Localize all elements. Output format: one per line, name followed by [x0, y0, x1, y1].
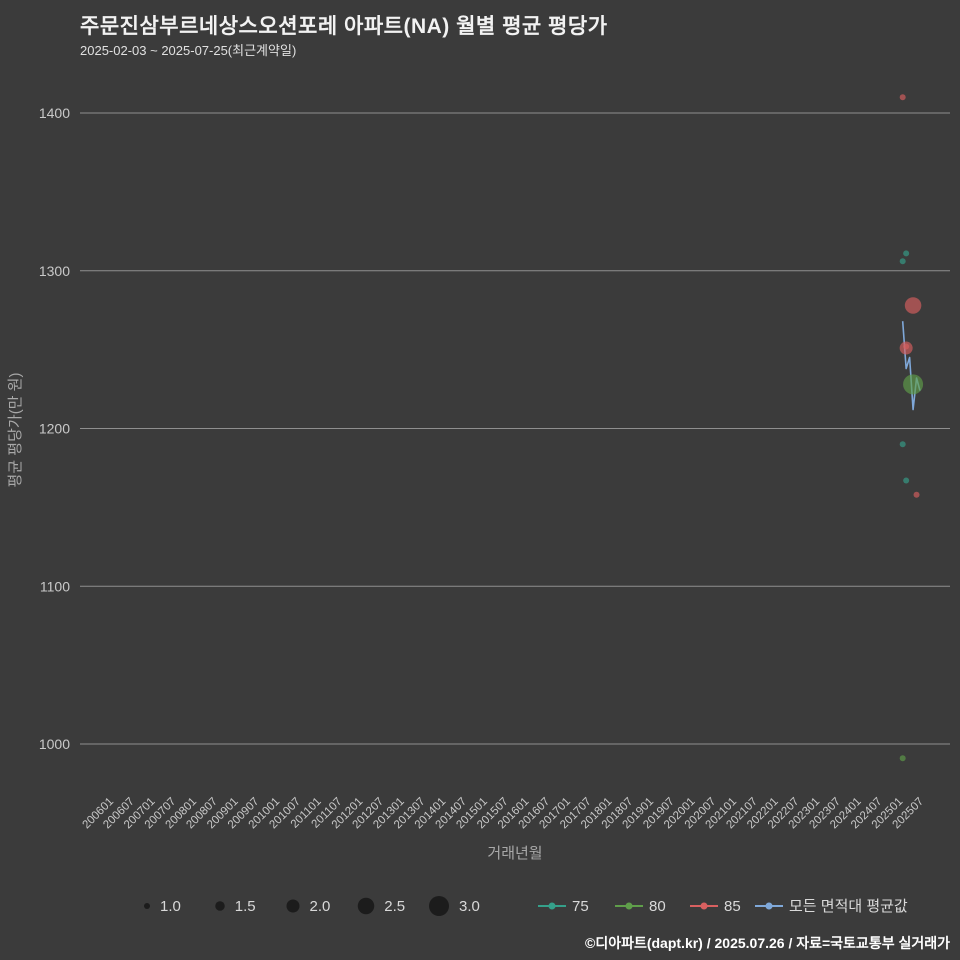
legend-series-dot: [548, 902, 556, 910]
x-axis-title: 거래년월: [487, 845, 542, 862]
data-point-75: [899, 258, 906, 265]
data-point-75: [903, 250, 910, 257]
footer-credit: ©디아파트(dapt.kr) / 2025.07.26 / 자료=국토교통부 실…: [585, 935, 950, 951]
legend-series-label: 85: [724, 898, 741, 915]
page-title: 주문진삼부르네상스오션포레 아파트(NA) 월별 평균 평당가: [80, 15, 608, 38]
legend-size-label: 3.0: [459, 898, 480, 915]
data-point-85: [904, 297, 922, 314]
chart-subtitle: 2025-02-03 ~ 2025-07-25(최근계약일): [80, 43, 297, 58]
legend-series-dot: [625, 902, 633, 910]
y-tick-label: 1000: [39, 736, 70, 752]
y-tick-label: 1400: [39, 105, 70, 121]
data-point-80: [903, 374, 924, 395]
legend-size-dot: [144, 903, 150, 909]
legend-size-dot: [286, 899, 300, 913]
legend-series-label: 75: [572, 898, 589, 915]
legend-size-dot: [357, 897, 375, 915]
data-point-80: [899, 755, 906, 762]
data-point-85: [903, 343, 910, 350]
y-axis-title: 평균 평당가(만 원): [7, 373, 24, 488]
y-tick-label: 1300: [39, 263, 70, 279]
legend-series-dot: [700, 902, 708, 910]
y-tick-label: 1200: [39, 421, 70, 437]
legend-size-label: 1.0: [160, 898, 181, 915]
legend-series-dot: [765, 902, 773, 910]
data-point-75: [903, 477, 910, 484]
avg-line: [901, 321, 921, 411]
legend-size-label: 1.5: [235, 898, 256, 915]
legend-size-label: 2.0: [310, 898, 331, 915]
data-point-85: [913, 491, 920, 498]
y-tick-label: 1100: [40, 578, 70, 594]
legend-series-label: 모든 면적대 평균값: [789, 898, 908, 915]
legend-size-label: 2.5: [384, 898, 405, 915]
legend-size-dot: [215, 901, 225, 911]
legend-series-label: 80: [649, 898, 666, 915]
legend-size-dot: [429, 896, 449, 916]
data-point-85: [899, 94, 906, 101]
data-point-75: [899, 441, 906, 448]
